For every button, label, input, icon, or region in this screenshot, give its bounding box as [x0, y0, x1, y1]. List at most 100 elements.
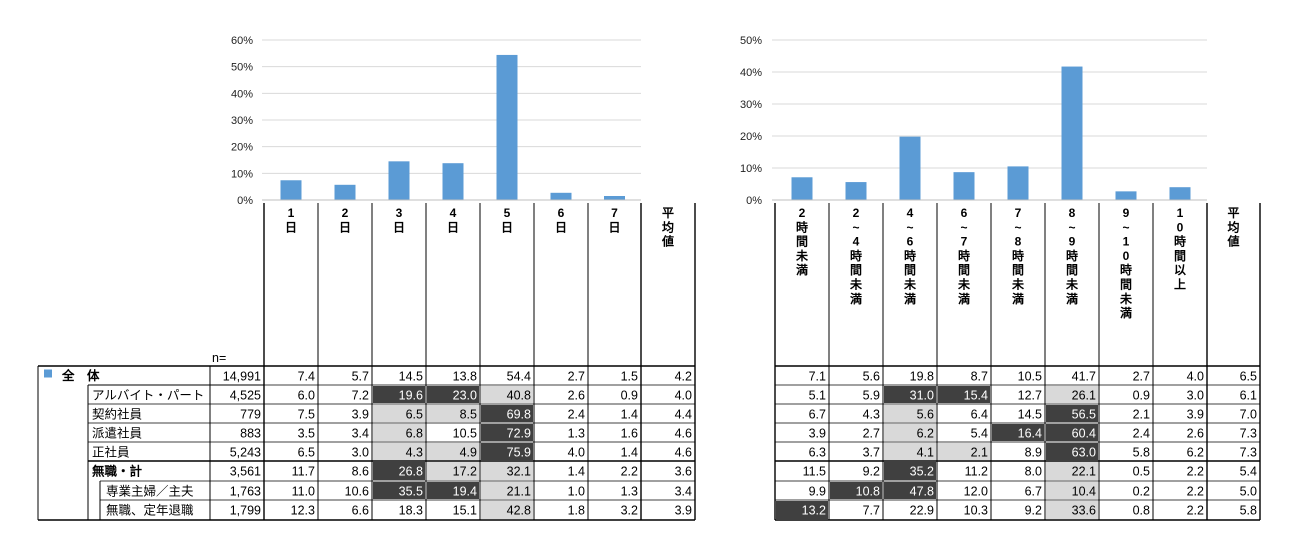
table-cell: 1.3: [621, 485, 638, 499]
table-cell: 4.0: [675, 389, 692, 403]
row-label: 無職、定年退職: [106, 503, 194, 518]
bar-5: [1007, 166, 1029, 200]
table-cell: 1.4: [568, 465, 585, 479]
cell-highlight: [884, 462, 936, 480]
cell-highlight: [427, 443, 479, 460]
category-label-6: 8 ~9 時間未満: [1065, 206, 1078, 306]
table-cell: 6.8: [406, 427, 423, 441]
table-cell: 31.0: [910, 389, 934, 403]
table-cell: 6.7: [809, 408, 826, 422]
table-cell: 3.7: [863, 446, 880, 460]
table-cell: 2.2: [1187, 465, 1204, 479]
cell-highlight: [373, 386, 425, 403]
table-cell: 14.5: [399, 370, 423, 384]
table-cell: 5.8: [1240, 504, 1257, 518]
table-cell: 2.1: [971, 446, 988, 460]
table-cell: 5.7: [352, 370, 369, 384]
table-cell: 17.2: [453, 465, 477, 479]
table-cell: 4.6: [675, 427, 692, 441]
table-cell: 3.9: [809, 427, 826, 441]
table-cell: 6.2: [917, 427, 934, 441]
y-tick-label: 60%: [231, 35, 253, 47]
table-cell: 3.9: [1187, 408, 1204, 422]
table-cell: 22.9: [910, 504, 934, 518]
table-cell: 19.4: [453, 485, 477, 499]
table-cell: 3.2: [621, 504, 638, 518]
bar-5: [496, 54, 518, 200]
table-cell: 5.8: [1133, 446, 1150, 460]
table-cell: 2.4: [568, 408, 585, 422]
cell-highlight: [884, 443, 936, 460]
n-value: 1,799: [230, 504, 261, 518]
table-cell: 41.7: [1072, 370, 1096, 384]
table-cell: 16.4: [1018, 427, 1042, 441]
table-cell: 0.5: [1133, 465, 1150, 479]
bar-2: [845, 182, 867, 200]
y-tick-label: 20%: [740, 131, 762, 143]
bar-1: [280, 180, 302, 200]
table-cell: 3.9: [352, 408, 369, 422]
y-tick-label: 10%: [740, 163, 762, 175]
table-cell: 1.5: [621, 370, 638, 384]
table-cell: 9.2: [863, 465, 880, 479]
table-cell: 10.5: [453, 427, 477, 441]
table-cell: 7.4: [298, 370, 315, 384]
table-cell: 12.3: [291, 504, 315, 518]
table-cell: 4.9: [460, 446, 477, 460]
table-cell: 63.0: [1072, 446, 1096, 460]
table-cell: 5.0: [1240, 485, 1257, 499]
table-cell: 0.9: [621, 389, 638, 403]
table-cell: 7.3: [1240, 446, 1257, 460]
table-cell: 1.4: [621, 408, 638, 422]
cell-highlight: [1046, 443, 1098, 460]
table-cell: 47.8: [910, 485, 934, 499]
category-label-5: 7 ~8 時間未満: [1011, 206, 1024, 306]
n-value: 14,991: [223, 370, 261, 384]
table-cell: 4.0: [568, 446, 585, 460]
table-cell: 5.9: [863, 389, 880, 403]
row-label: 専業主婦／主夫: [106, 484, 194, 499]
row-label: アルバイト・パート: [92, 389, 204, 403]
table-cell: 3.0: [1187, 389, 1204, 403]
table-cell: 4.1: [917, 446, 934, 460]
table-cell: 19.6: [399, 389, 423, 403]
table-cell: 10.8: [856, 485, 880, 499]
n-value: 779: [240, 408, 261, 422]
table-cell: 2.6: [1187, 427, 1204, 441]
table-cell: 54.4: [507, 370, 531, 384]
table-cell: 2.7: [863, 427, 880, 441]
n-label: n=: [212, 351, 226, 365]
table-cell: 11.2: [965, 465, 988, 479]
table-cell: 75.9: [507, 446, 531, 460]
cell-highlight: [1046, 386, 1098, 403]
cell-highlight: [373, 462, 425, 480]
table-cell: 6.7: [1025, 485, 1042, 499]
table-cell: 3.9: [675, 504, 692, 518]
table-cell: 6.5: [298, 446, 315, 460]
cell-highlight: [830, 482, 882, 499]
table-cell: 15.1: [453, 504, 477, 518]
table-cell: 7.2: [352, 389, 369, 403]
table-cell: 35.2: [910, 465, 934, 479]
table-cell: 3.4: [352, 427, 369, 441]
cell-highlight: [1046, 462, 1098, 480]
table-cell: 32.1: [507, 465, 531, 479]
table-cell: 22.1: [1072, 465, 1096, 479]
table-cell: 5.6: [863, 370, 880, 384]
table-cell: 6.5: [1240, 370, 1257, 384]
cell-highlight: [481, 443, 533, 460]
table-cell: 2.2: [621, 465, 638, 479]
cell-highlight: [938, 386, 990, 403]
y-tick-label: 10%: [231, 168, 253, 180]
table-cell: 2.6: [568, 389, 585, 403]
table-cell: 2.7: [568, 370, 585, 384]
table-cell: 26.1: [1072, 389, 1096, 403]
table-cell: 23.0: [453, 389, 477, 403]
y-tick-label: 0%: [746, 195, 762, 207]
category-label-4: 6 ~7 時間未満: [957, 206, 970, 306]
table-cell: 18.3: [399, 504, 423, 518]
table-cell: 19.8: [910, 370, 934, 384]
bar-4: [442, 163, 464, 200]
